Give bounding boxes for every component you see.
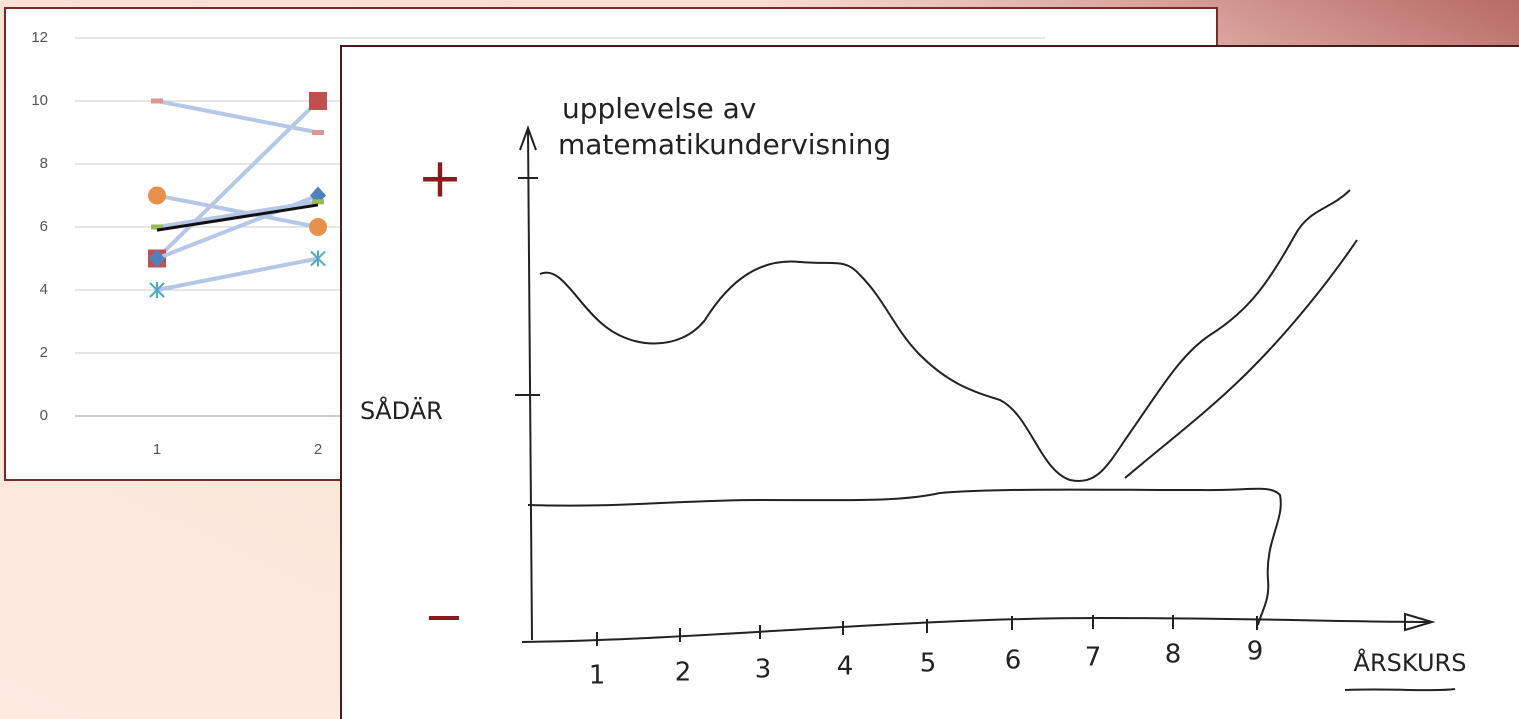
x-axis (521, 612, 1436, 643)
sketch-lines (515, 125, 1456, 692)
sketch-tick-label: 3 (755, 655, 772, 685)
y-tick-label: 12 (31, 29, 48, 46)
series-line (156, 99, 319, 135)
sketch-tick-label: 5 (920, 649, 937, 679)
sketch-panel: upplevelse av matematikundervisning + SÅ… (340, 45, 1519, 719)
y-ticks (515, 177, 540, 396)
marker (149, 282, 165, 298)
y-label-2: matematikundervisning (558, 128, 891, 161)
experience-curve (539, 189, 1351, 482)
y-tick-label: 10 (31, 92, 48, 109)
y-tick-label: 8 (40, 155, 48, 172)
sketch-tick-label: 9 (1247, 637, 1264, 667)
middle-label: SÅDÄR (360, 396, 443, 425)
sketch-tick-labels: 1 2 3 4 5 6 7 8 9 (589, 637, 1264, 691)
x-tick-label: 1 (153, 441, 161, 458)
sketch-tick-label: 2 (675, 658, 692, 688)
marker (309, 92, 327, 110)
series-line (156, 199, 319, 229)
x-tick-label: 2 (314, 441, 322, 458)
sketch-tick-label: 8 (1165, 640, 1182, 670)
x-label: ÅRSKURS (1354, 648, 1467, 677)
minus-label: − (424, 589, 464, 645)
y-axis (519, 125, 537, 641)
x-ticks (596, 615, 1258, 646)
y-tick-label: 4 (40, 281, 48, 298)
plus-label: + (417, 147, 462, 210)
series-line (156, 256, 319, 292)
y-tick-label: 6 (40, 218, 48, 235)
sketch-tick-label: 4 (837, 652, 854, 682)
experience-curve-2 (1124, 239, 1358, 479)
series-line (156, 193, 319, 229)
y-tick-label: 0 (40, 407, 48, 424)
marker (309, 218, 327, 236)
marker (312, 130, 324, 135)
sketch-tick-label: 7 (1085, 643, 1102, 673)
sketch-tick-label: 6 (1005, 646, 1022, 676)
marker (149, 249, 165, 268)
marker (151, 224, 163, 230)
sketch-tick-label: 1 (589, 661, 606, 691)
underline (1344, 688, 1456, 692)
y-tick-label: 2 (40, 344, 48, 361)
series-line (156, 203, 319, 232)
marker (151, 98, 163, 104)
y-label-1: upplevelse av (562, 92, 756, 125)
sketch-frame (340, 45, 1519, 719)
marker (310, 250, 326, 267)
marker (312, 199, 324, 205)
baseline-curve (527, 487, 1282, 626)
marker (148, 186, 166, 205)
